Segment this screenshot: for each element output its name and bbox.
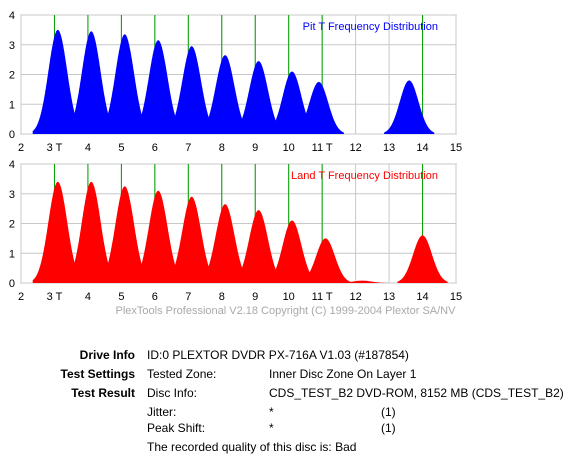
y-tick-label: 4 <box>9 10 15 22</box>
x-tick-label: 13 <box>383 142 395 154</box>
drive-info-row: Drive Info ID:0 PLEXTOR DVDR PX-716A V1.… <box>0 348 571 366</box>
jitter-value: * <box>269 405 274 419</box>
tested-zone-label: Tested Zone: <box>147 367 217 381</box>
x-tick-label: 2 <box>18 142 24 154</box>
chart-title: Land T Frequency Distribution <box>291 170 438 182</box>
test-result-label: Test Result <box>71 386 135 400</box>
distribution-peak-3 <box>133 190 184 283</box>
x-tick-label: 4 <box>85 291 91 303</box>
peak-shift-row: Peak Shift: * (1) <box>0 421 571 439</box>
disc-info-value: CDS_TEST_B2 DVD-ROM, 8152 MB (CDS_TEST_B… <box>269 386 564 400</box>
x-tick-label: 8 <box>219 142 225 154</box>
x-tick-label: 11 T <box>312 291 333 303</box>
drive-info-label: Drive Info <box>79 348 135 362</box>
x-tick-label: 13 <box>383 291 395 303</box>
x-tick-label: 5 <box>118 291 124 303</box>
distribution-peak-7 <box>266 220 318 283</box>
distribution-peak-2 <box>99 186 150 283</box>
distribution-peak-1 <box>66 31 117 134</box>
peak-shift-value: * <box>269 421 274 435</box>
x-tick-label: 9 <box>252 291 258 303</box>
x-tick-label: 10 <box>283 291 295 303</box>
y-tick-label: 0 <box>9 129 15 141</box>
distribution-peak-5 <box>200 55 251 135</box>
jitter-label: Jitter: <box>147 405 177 419</box>
distribution-peak-2 <box>99 34 150 134</box>
distribution-peak-4 <box>166 196 217 283</box>
distribution-peak-5 <box>200 204 251 283</box>
x-tick-label: 15 <box>450 291 462 303</box>
distribution-peak-9 <box>384 80 435 134</box>
x-tick-label: 10 <box>283 142 295 154</box>
x-tick-label: 3 T <box>47 291 63 303</box>
y-tick-label: 1 <box>9 248 15 260</box>
x-tick-label: 4 <box>85 142 91 154</box>
x-tick-label: 15 <box>450 142 462 154</box>
x-tick-label: 6 <box>152 142 158 154</box>
distribution-peak-3 <box>133 40 184 134</box>
y-tick-label: 3 <box>9 189 15 201</box>
x-tick-label: 2 <box>18 291 24 303</box>
x-tick-label: 11 T <box>312 142 333 154</box>
jitter-note: (1) <box>381 405 396 419</box>
distribution-peak-10 <box>397 235 448 283</box>
distribution-peak-1 <box>66 181 117 283</box>
x-tick-label: 8 <box>219 291 225 303</box>
x-tick-label: 7 <box>185 142 191 154</box>
distribution-peak-6 <box>233 210 284 283</box>
x-tick-label: 9 <box>252 142 258 154</box>
x-tick-label: 5 <box>118 142 124 154</box>
disc-info-label: Disc Info: <box>147 386 198 400</box>
distribution-peak-4 <box>166 46 217 135</box>
test-settings-row: Test Settings Tested Zone: Inner Disc Zo… <box>0 367 571 385</box>
drive-info-value: ID:0 PLEXTOR DVDR PX-716A V1.03 (#187854… <box>147 348 409 362</box>
distribution-peak-8 <box>293 81 344 134</box>
tested-zone-value: Inner Disc Zone On Layer 1 <box>269 367 417 381</box>
x-tick-label: 14 <box>416 291 428 303</box>
peak-shift-note: (1) <box>381 421 396 435</box>
y-tick-label: 2 <box>9 219 15 231</box>
y-tick-label: 2 <box>9 70 15 82</box>
copyright-text: PlexTools Professional V2.18 Copyright (… <box>115 305 456 317</box>
y-tick-label: 3 <box>9 40 15 52</box>
y-tick-label: 1 <box>9 99 15 111</box>
x-tick-label: 7 <box>185 291 191 303</box>
distribution-peak-0 <box>32 181 83 283</box>
quality-text: The recorded quality of this disc is: Ba… <box>147 440 357 454</box>
jitter-row: Jitter: * (1) <box>0 405 571 423</box>
distribution-peak-6 <box>233 61 284 134</box>
x-tick-label: 6 <box>152 291 158 303</box>
x-tick-label: 12 <box>349 291 361 303</box>
x-tick-label: 12 <box>349 142 361 154</box>
test-settings-label: Test Settings <box>60 367 135 381</box>
distribution-peak-9 <box>337 280 388 283</box>
y-tick-label: 4 <box>9 159 15 171</box>
distribution-peak-8 <box>300 238 351 283</box>
peak-shift-label: Peak Shift: <box>147 421 206 435</box>
test-result-row: Test Result Disc Info: CDS_TEST_B2 DVD-R… <box>0 386 571 404</box>
x-tick-label: 3 T <box>47 142 63 154</box>
quality-row: The recorded quality of this disc is: Ba… <box>0 440 571 458</box>
distribution-peak-0 <box>32 29 83 134</box>
chart-title: Pit T Frequency Distribution <box>303 21 438 33</box>
x-tick-label: 14 <box>416 142 428 154</box>
y-tick-label: 0 <box>9 278 15 290</box>
